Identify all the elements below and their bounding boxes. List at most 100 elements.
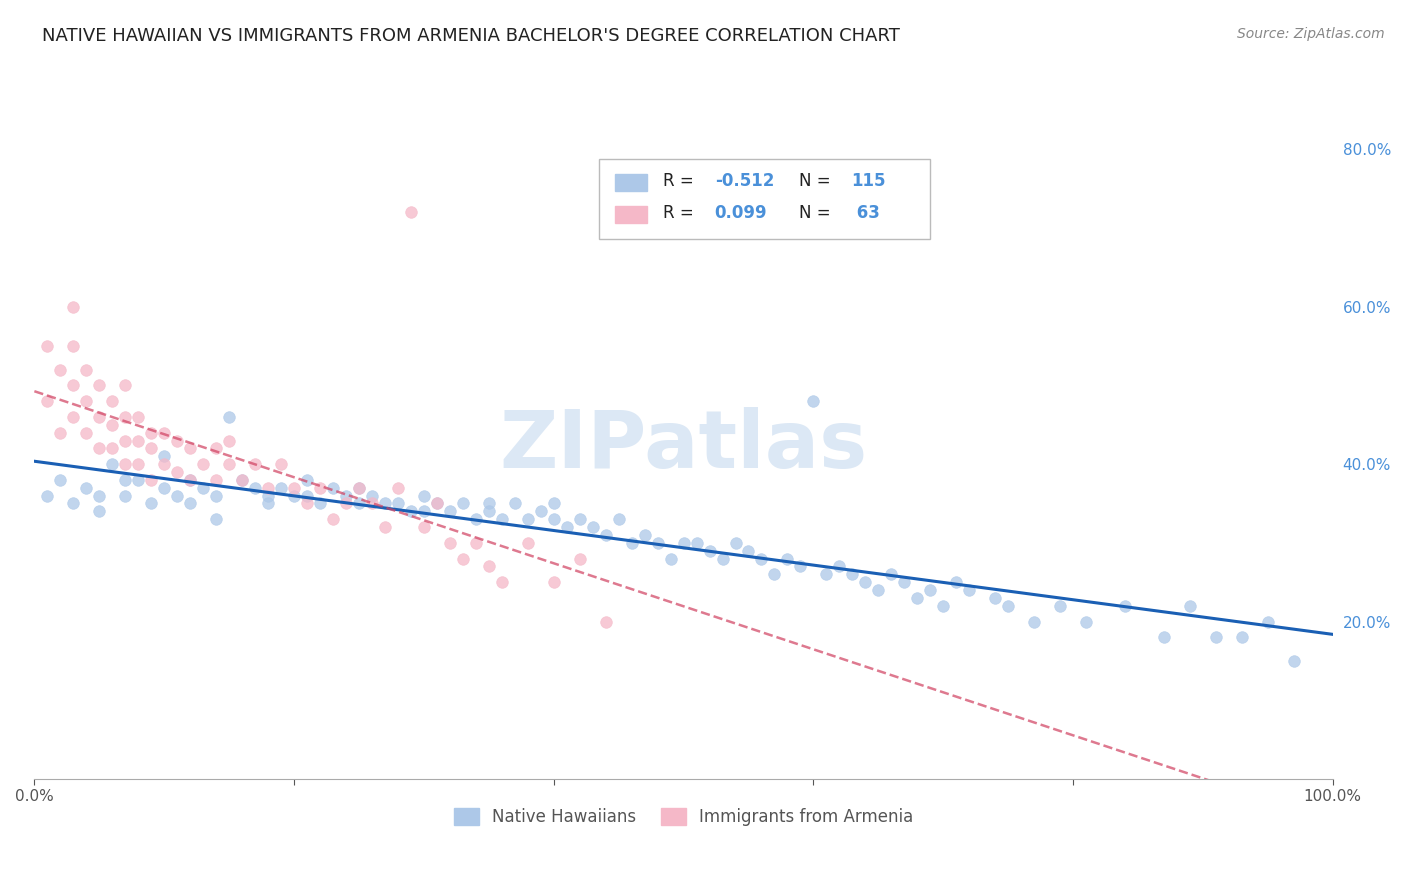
Text: 63: 63 <box>851 204 880 222</box>
Point <box>530 504 553 518</box>
Point <box>997 599 1019 613</box>
Point <box>205 489 228 503</box>
Point <box>243 457 266 471</box>
Point <box>711 551 734 566</box>
Point <box>153 481 176 495</box>
Point <box>789 559 811 574</box>
Point <box>841 567 863 582</box>
Point <box>620 536 643 550</box>
Text: -0.512: -0.512 <box>714 172 775 190</box>
Point <box>257 496 280 510</box>
Point <box>568 512 591 526</box>
Point <box>101 442 124 456</box>
Point <box>153 449 176 463</box>
Point <box>49 425 72 440</box>
Point <box>75 362 97 376</box>
Point <box>166 489 188 503</box>
Text: N =: N = <box>799 172 837 190</box>
Point <box>803 394 825 409</box>
Text: ZIPatlas: ZIPatlas <box>499 408 868 485</box>
Point <box>127 409 149 424</box>
Point <box>89 378 111 392</box>
Point <box>945 575 967 590</box>
Point <box>347 481 370 495</box>
Point <box>89 504 111 518</box>
Point <box>37 394 59 409</box>
Point <box>439 504 461 518</box>
Text: 115: 115 <box>851 172 886 190</box>
Point <box>141 442 163 456</box>
Text: R =: R = <box>662 172 699 190</box>
Point <box>114 409 136 424</box>
Point <box>853 575 876 590</box>
Point <box>478 559 501 574</box>
Text: R =: R = <box>662 204 699 222</box>
Point <box>776 551 799 566</box>
Point <box>309 481 332 495</box>
Point <box>920 582 942 597</box>
Point <box>243 481 266 495</box>
Point <box>218 457 240 471</box>
Point <box>114 473 136 487</box>
Point <box>672 536 695 550</box>
Point <box>270 481 292 495</box>
Point <box>89 442 111 456</box>
Point <box>607 512 630 526</box>
Point <box>451 496 474 510</box>
Point <box>555 520 578 534</box>
Point <box>763 567 786 582</box>
Point <box>503 496 526 510</box>
Point <box>1114 599 1136 613</box>
Point <box>205 473 228 487</box>
Point <box>89 489 111 503</box>
Point <box>270 457 292 471</box>
Point <box>153 425 176 440</box>
Point <box>399 504 422 518</box>
Point <box>595 528 617 542</box>
Point <box>62 496 84 510</box>
Text: Source: ZipAtlas.com: Source: ZipAtlas.com <box>1237 27 1385 41</box>
Point <box>595 615 617 629</box>
Point <box>114 378 136 392</box>
Point <box>399 205 422 219</box>
FancyBboxPatch shape <box>614 174 647 191</box>
Point <box>451 551 474 566</box>
Point <box>37 489 59 503</box>
Point <box>62 339 84 353</box>
Point <box>1282 654 1305 668</box>
Point <box>62 409 84 424</box>
Point <box>439 536 461 550</box>
Point <box>1153 630 1175 644</box>
Point <box>101 457 124 471</box>
Point <box>295 496 318 510</box>
Point <box>893 575 915 590</box>
Point <box>815 567 838 582</box>
Point <box>153 457 176 471</box>
Point <box>1230 630 1253 644</box>
Point <box>89 409 111 424</box>
Point <box>491 575 513 590</box>
FancyBboxPatch shape <box>599 159 931 239</box>
Point <box>1024 615 1046 629</box>
Text: N =: N = <box>799 204 837 222</box>
Point <box>1049 599 1071 613</box>
Point <box>218 434 240 448</box>
Text: NATIVE HAWAIIAN VS IMMIGRANTS FROM ARMENIA BACHELOR'S DEGREE CORRELATION CHART: NATIVE HAWAIIAN VS IMMIGRANTS FROM ARMEN… <box>42 27 900 45</box>
Point <box>426 496 449 510</box>
Point <box>633 528 655 542</box>
Point <box>231 473 253 487</box>
Point <box>62 378 84 392</box>
Point <box>141 425 163 440</box>
Point <box>464 512 486 526</box>
Point <box>347 481 370 495</box>
Point <box>114 434 136 448</box>
Point <box>179 442 201 456</box>
Point <box>491 512 513 526</box>
Point <box>257 489 280 503</box>
Point <box>751 551 773 566</box>
Point <box>1074 615 1097 629</box>
Point <box>322 512 344 526</box>
Point <box>724 536 747 550</box>
Text: 0.099: 0.099 <box>714 204 768 222</box>
Point <box>141 473 163 487</box>
